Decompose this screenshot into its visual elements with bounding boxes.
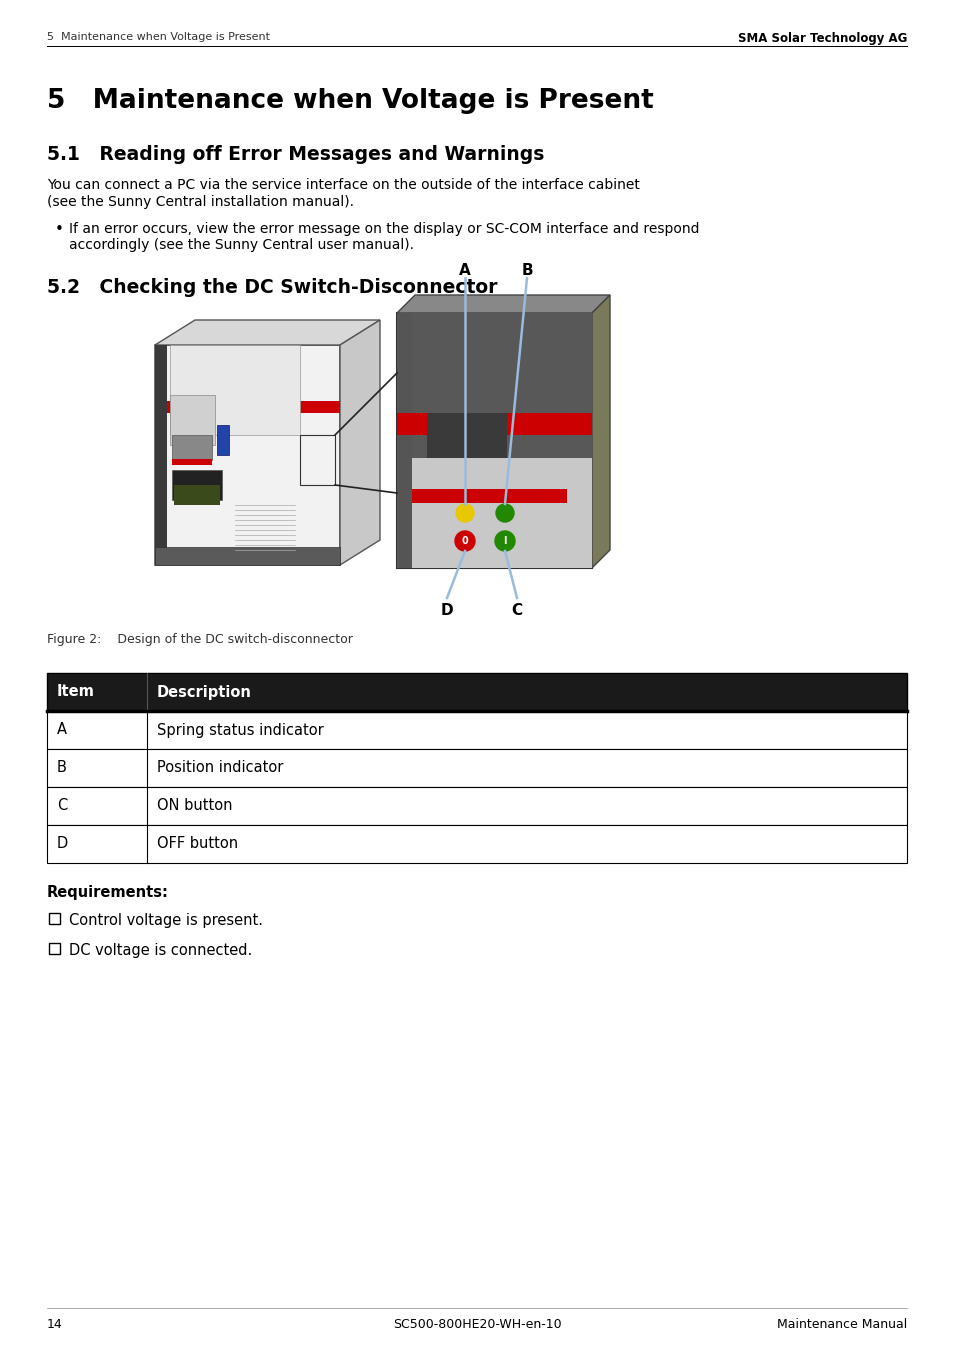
FancyBboxPatch shape	[172, 470, 222, 500]
FancyBboxPatch shape	[47, 825, 906, 863]
FancyBboxPatch shape	[170, 345, 299, 435]
Circle shape	[456, 504, 474, 522]
Text: 5.1   Reading off Error Messages and Warnings: 5.1 Reading off Error Messages and Warni…	[47, 145, 544, 164]
Text: D: D	[57, 837, 69, 852]
Text: OFF button: OFF button	[157, 837, 238, 852]
Text: B: B	[520, 264, 533, 279]
FancyBboxPatch shape	[216, 425, 229, 456]
Text: D: D	[440, 603, 453, 618]
FancyBboxPatch shape	[172, 435, 212, 460]
Circle shape	[455, 531, 475, 552]
FancyBboxPatch shape	[412, 458, 592, 568]
FancyBboxPatch shape	[412, 314, 592, 458]
Text: (see the Sunny Central installation manual).: (see the Sunny Central installation manu…	[47, 195, 354, 210]
FancyBboxPatch shape	[47, 749, 906, 787]
FancyBboxPatch shape	[170, 395, 214, 445]
Text: 14: 14	[47, 1318, 63, 1330]
Circle shape	[496, 504, 514, 522]
Text: SMA Solar Technology AG: SMA Solar Technology AG	[737, 32, 906, 45]
Text: SC500-800HE20-WH-en-10: SC500-800HE20-WH-en-10	[393, 1318, 560, 1330]
Polygon shape	[592, 295, 609, 568]
Text: Description: Description	[157, 684, 252, 699]
Text: A: A	[458, 264, 471, 279]
Text: C: C	[57, 799, 67, 814]
Text: accordingly (see the Sunny Central user manual).: accordingly (see the Sunny Central user …	[69, 238, 414, 251]
Text: Spring status indicator: Spring status indicator	[157, 722, 323, 737]
Text: I: I	[503, 535, 506, 546]
Text: 0: 0	[461, 535, 468, 546]
Polygon shape	[154, 320, 379, 345]
Text: Control voltage is present.: Control voltage is present.	[69, 913, 263, 927]
Text: B: B	[57, 760, 67, 776]
Text: Maintenance Manual: Maintenance Manual	[776, 1318, 906, 1330]
Text: DC voltage is connected.: DC voltage is connected.	[69, 942, 252, 959]
Text: •: •	[55, 222, 64, 237]
Text: 5.2   Checking the DC Switch-Disconnector: 5.2 Checking the DC Switch-Disconnector	[47, 279, 497, 297]
Text: Figure 2:    Design of the DC switch-disconnector: Figure 2: Design of the DC switch-discon…	[47, 633, 353, 646]
FancyBboxPatch shape	[173, 485, 220, 506]
FancyBboxPatch shape	[396, 412, 592, 435]
FancyBboxPatch shape	[47, 711, 906, 749]
Text: SMA: SMA	[177, 480, 189, 485]
Text: Position indicator: Position indicator	[157, 760, 283, 776]
Text: ON button: ON button	[157, 799, 233, 814]
FancyBboxPatch shape	[154, 548, 339, 565]
FancyBboxPatch shape	[396, 314, 592, 568]
Polygon shape	[396, 295, 609, 314]
FancyBboxPatch shape	[154, 345, 339, 565]
FancyBboxPatch shape	[49, 913, 60, 923]
FancyBboxPatch shape	[47, 787, 906, 825]
FancyBboxPatch shape	[167, 402, 339, 412]
Text: If an error occurs, view the error message on the display or SC-COM interface an: If an error occurs, view the error messa…	[69, 222, 699, 237]
FancyBboxPatch shape	[412, 489, 566, 503]
Text: 5   Maintenance when Voltage is Present: 5 Maintenance when Voltage is Present	[47, 88, 653, 114]
FancyBboxPatch shape	[427, 412, 506, 458]
Text: Requirements:: Requirements:	[47, 886, 169, 900]
FancyBboxPatch shape	[396, 314, 412, 568]
Text: You can connect a PC via the service interface on the outside of the interface c: You can connect a PC via the service int…	[47, 178, 639, 192]
FancyBboxPatch shape	[172, 458, 212, 465]
FancyBboxPatch shape	[47, 673, 906, 711]
Circle shape	[495, 531, 515, 552]
FancyBboxPatch shape	[154, 345, 167, 565]
Polygon shape	[339, 320, 379, 565]
FancyBboxPatch shape	[49, 942, 60, 955]
Text: Item: Item	[57, 684, 94, 699]
Text: C: C	[511, 603, 522, 618]
Text: 5  Maintenance when Voltage is Present: 5 Maintenance when Voltage is Present	[47, 32, 270, 42]
Text: A: A	[57, 722, 67, 737]
